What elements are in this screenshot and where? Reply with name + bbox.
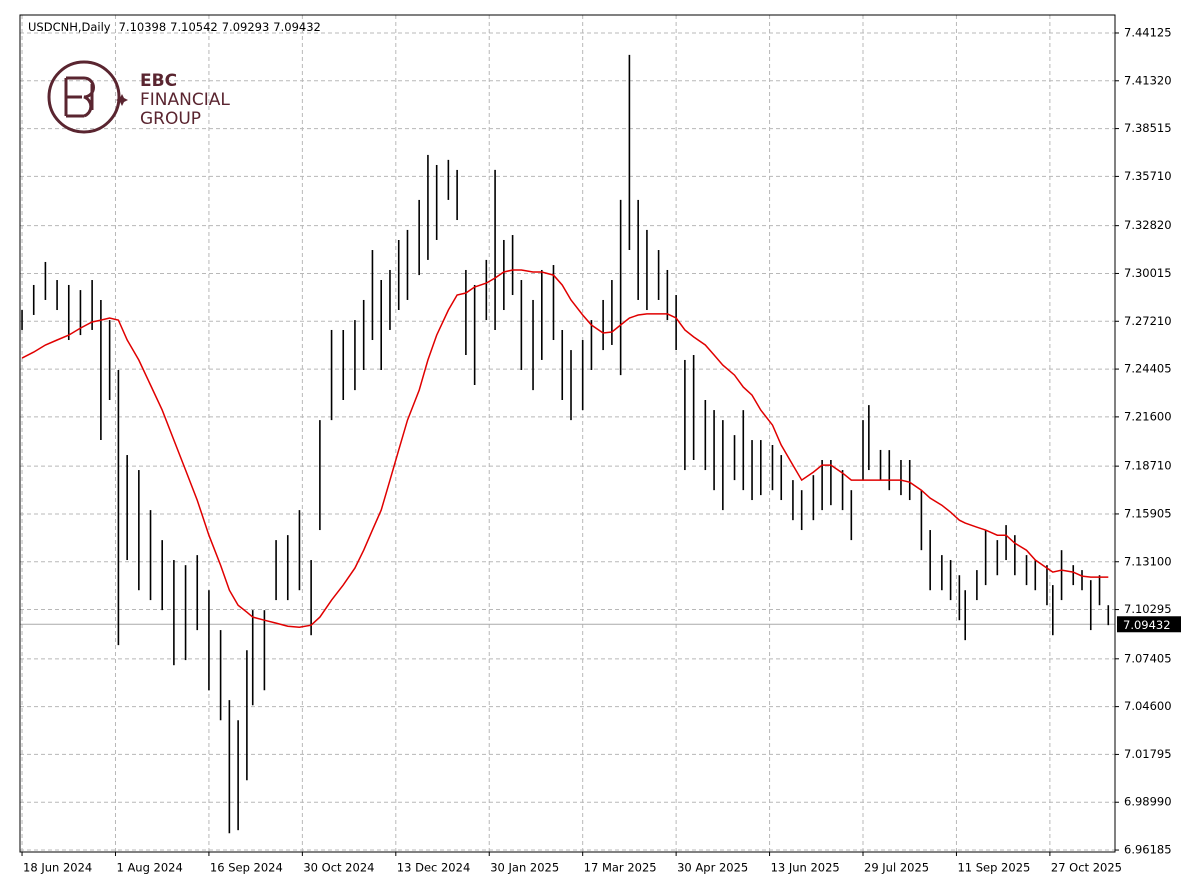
y-tick-label: 6.98990: [1124, 795, 1172, 809]
last-price-box: [1117, 616, 1181, 633]
y-tick-label: 7.32820: [1124, 218, 1172, 232]
logo: EBC FINANCIAL GROUP: [47, 60, 230, 134]
x-tick-label: 18 Jun 2024: [23, 861, 92, 875]
y-tick-label: 7.24405: [1124, 362, 1172, 376]
x-tick-label: 1 Aug 2024: [116, 861, 182, 875]
logo-star: [116, 94, 128, 106]
last-price-label: 7.09432: [1123, 618, 1171, 632]
y-tick-label: 7.07405: [1124, 651, 1172, 665]
symbol: USDCNH,Daily: [28, 20, 111, 34]
x-tick-label: 13 Dec 2024: [397, 861, 470, 875]
plot-frame: [19, 14, 1116, 853]
y-tick-label: 7.44125: [1124, 25, 1172, 39]
y-tick-label: 7.30015: [1124, 266, 1172, 280]
x-tick-label: 30 Oct 2024: [303, 861, 374, 875]
y-tick-label: 7.35710: [1124, 169, 1172, 183]
x-tick-label: 11 Sep 2025: [957, 861, 1030, 875]
header-value: 7.10398: [119, 20, 167, 34]
logo-text: EBC: [140, 71, 177, 91]
logo-text: GROUP: [140, 109, 201, 129]
y-tick-label: 7.38515: [1124, 121, 1172, 135]
y-tick-label: 7.01795: [1124, 747, 1172, 761]
y-tick-label: 7.18710: [1124, 459, 1172, 473]
y-tick-label: 7.04600: [1124, 699, 1172, 713]
moving-average: [21, 269, 1109, 628]
x-tick-label: 29 Jul 2025: [864, 861, 929, 875]
x-tick-label: 30 Jan 2025: [490, 861, 559, 875]
y-tick-label: 7.21600: [1124, 409, 1172, 423]
y-tick-label: 7.15905: [1124, 506, 1172, 520]
logo-mark: [64, 76, 95, 118]
y-tick-label: 7.13100: [1124, 554, 1172, 568]
header-value: 7.10542: [170, 20, 218, 34]
x-tick-label: 17 Mar 2025: [584, 861, 657, 875]
x-tick-label: 13 Jun 2025: [771, 861, 840, 875]
y-tick-label: 6.96185: [1124, 843, 1172, 857]
y-tick-label: 7.27210: [1124, 314, 1172, 328]
x-tick-label: 16 Sep 2024: [210, 861, 283, 875]
header-value: 7.09432: [273, 20, 321, 34]
x-tick-label: 30 Apr 2025: [677, 861, 748, 875]
x-tick-label: 27 Oct 2025: [1051, 861, 1122, 875]
header-value: 7.09293: [222, 20, 270, 34]
logo-text: FINANCIAL: [140, 90, 230, 110]
y-tick-label: 7.41320: [1124, 73, 1172, 87]
y-tick-label: 7.10295: [1124, 602, 1172, 616]
chart-header: USDCNH,Daily 7.10398 7.10542 7.09293 7.09432: [28, 20, 321, 34]
logo-ring: [47, 60, 121, 134]
